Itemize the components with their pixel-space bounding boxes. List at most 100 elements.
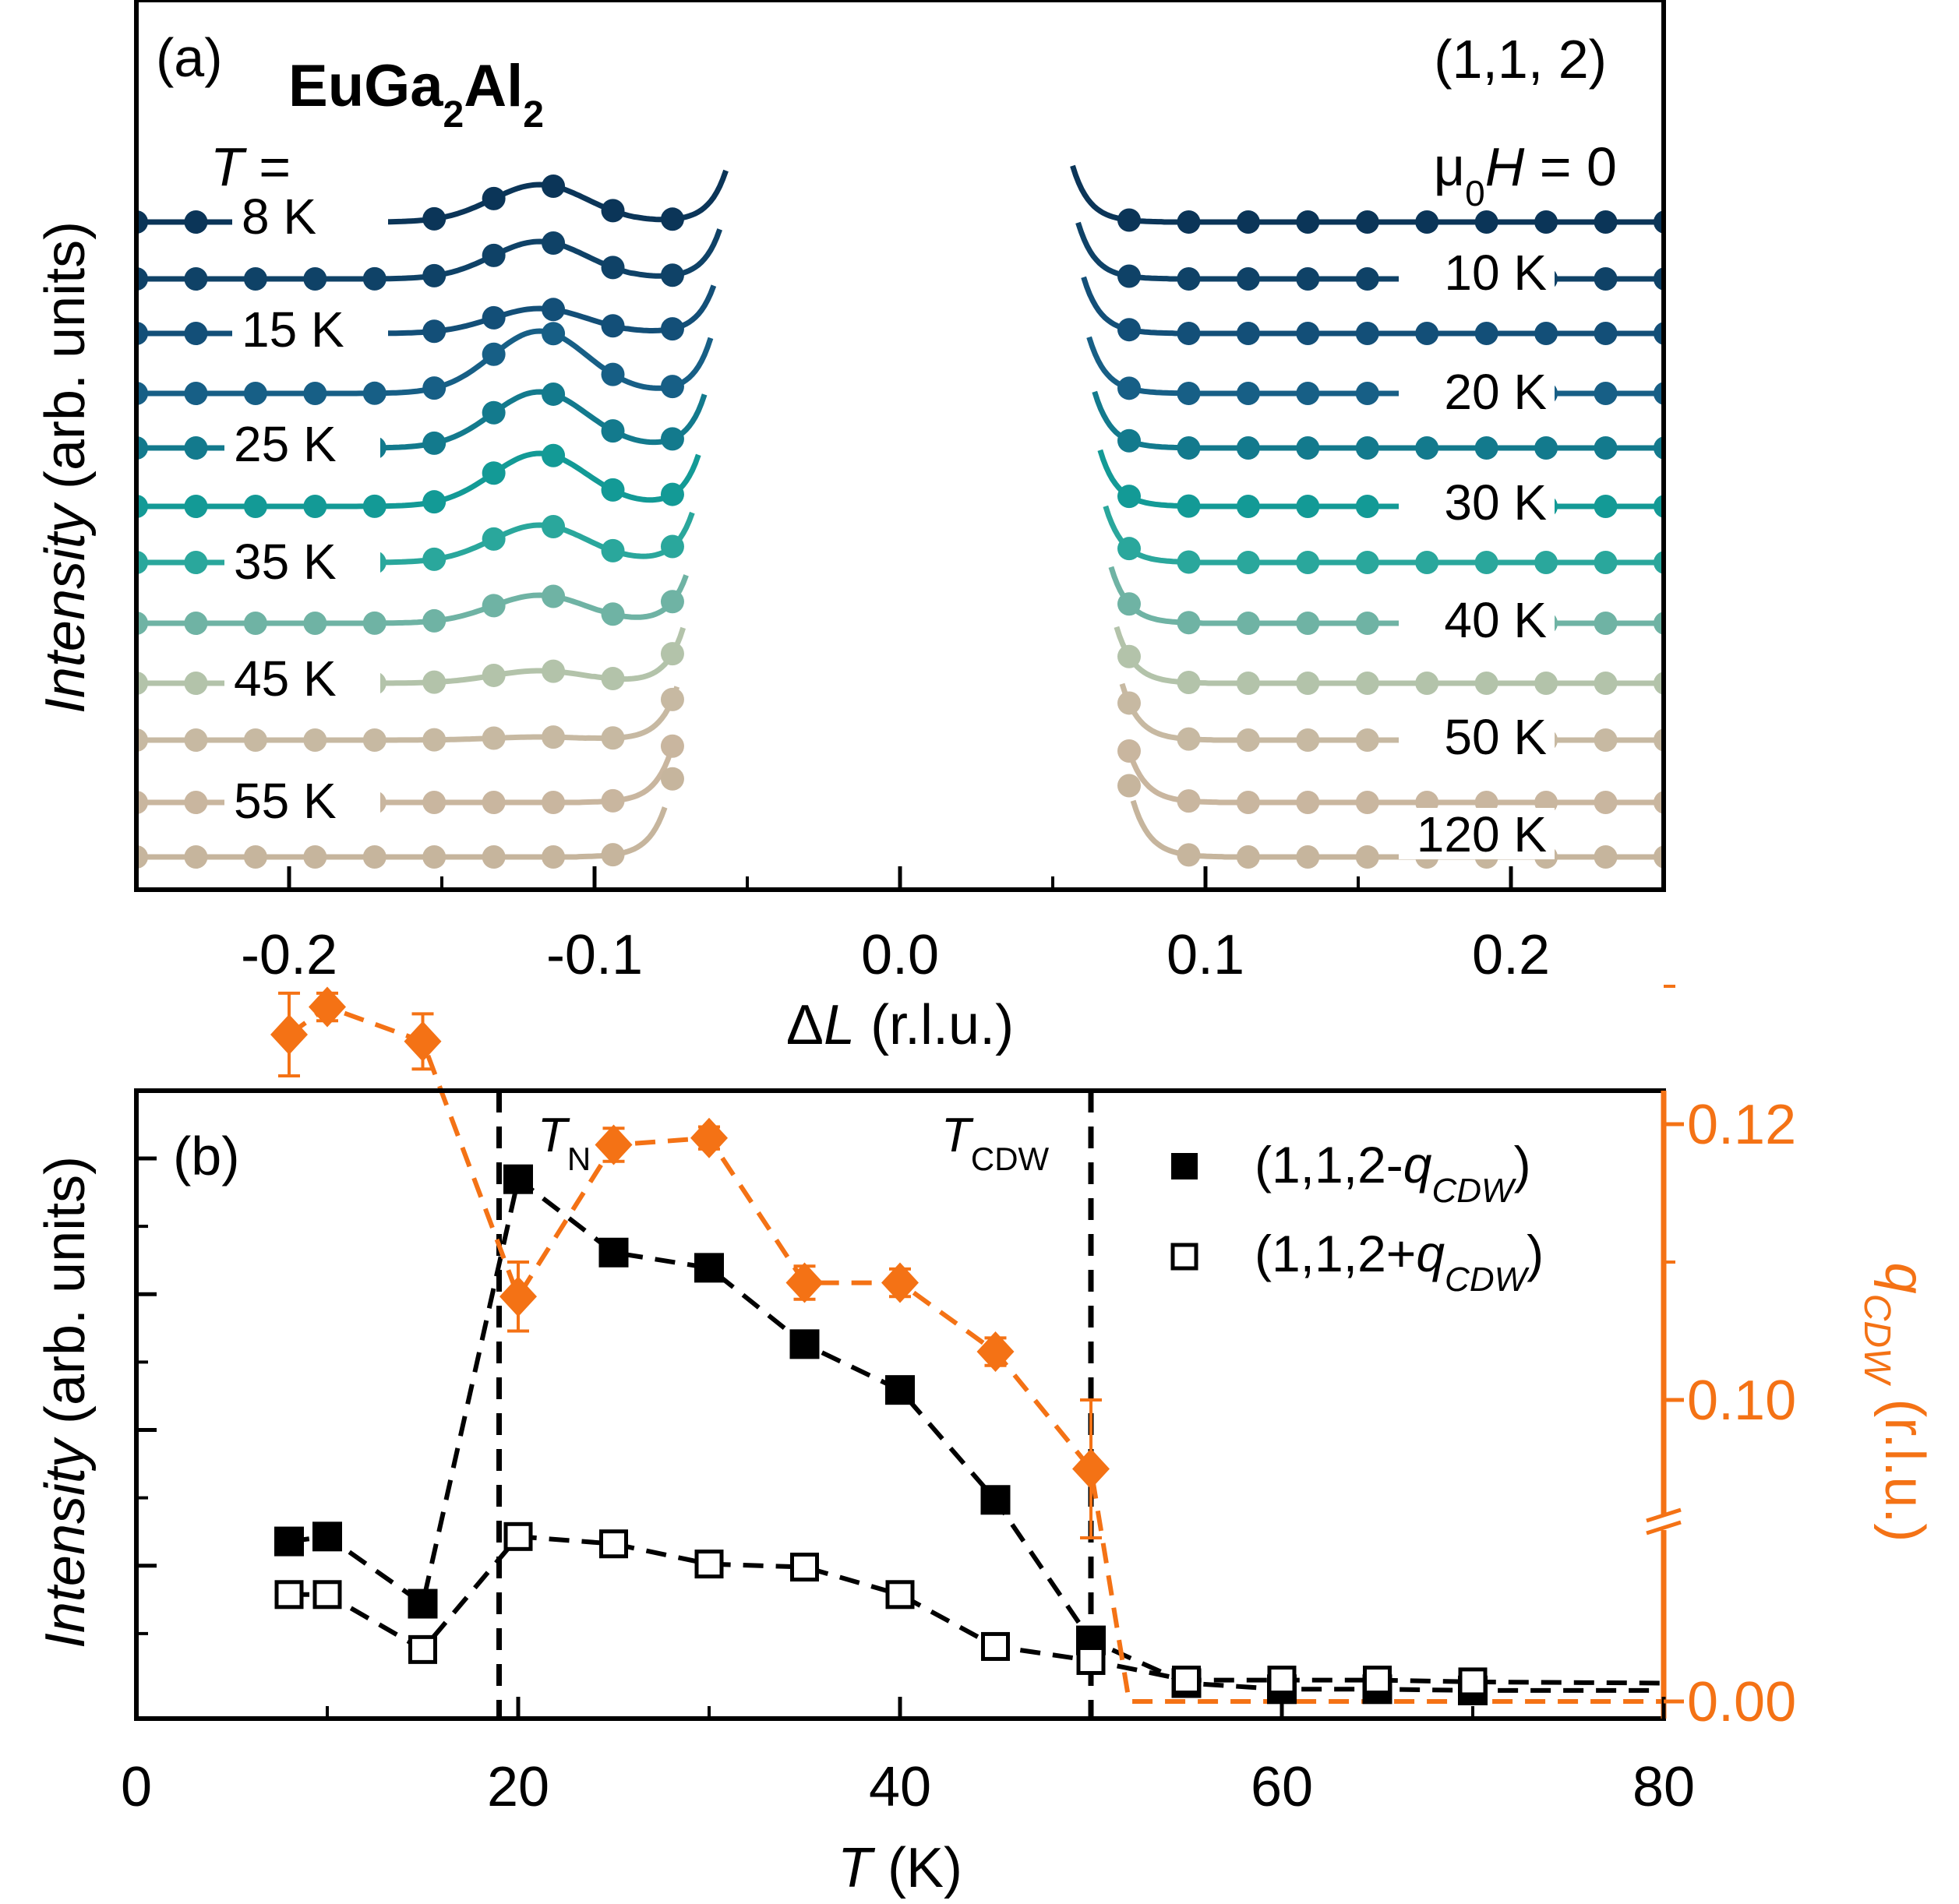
trace-point [1355, 791, 1379, 814]
trace-point [1653, 495, 1664, 518]
trace-point [1177, 436, 1201, 460]
marker-diamond [309, 986, 346, 1028]
trace-point [482, 726, 506, 750]
marker-open-square [790, 1553, 819, 1582]
trace-point [303, 494, 327, 518]
trace-point [243, 495, 267, 518]
trace-point [1653, 845, 1664, 869]
trace-point [1236, 436, 1260, 460]
trace-point [1117, 376, 1141, 400]
x-tick-label: 0.2 [1472, 924, 1550, 986]
marker-diamond [976, 1331, 1015, 1373]
marker-diamond [499, 1276, 537, 1317]
trace-point [1474, 672, 1498, 695]
trace-point [1653, 210, 1664, 234]
trace-point [362, 728, 387, 752]
trace-point [1653, 791, 1664, 814]
trace-point [422, 206, 447, 231]
trace-point [1177, 382, 1201, 405]
trace-right-line [1119, 682, 1663, 743]
temperature-label: 25 K [234, 416, 337, 472]
temperature-label: 15 K [242, 301, 344, 358]
trace-point [1177, 550, 1201, 574]
trace-point [136, 267, 148, 291]
trace-point [1534, 210, 1558, 234]
trace-point [1296, 436, 1320, 460]
trace-point [422, 791, 447, 814]
trace-point [482, 400, 506, 425]
marker-filled-square [598, 1237, 629, 1268]
trace-point [243, 612, 267, 635]
trace-point [136, 495, 148, 518]
temperature-label-bg [224, 652, 380, 703]
temperature-label: 55 K [234, 773, 337, 829]
y2-tick-label: 0.10 [1687, 1370, 1796, 1432]
x-tick-label: -0.2 [241, 924, 337, 986]
trace-point [136, 382, 148, 405]
trace-point [422, 608, 447, 633]
trace-point [1177, 843, 1201, 867]
panel-b-xlabel: T (K) [838, 1837, 962, 1899]
trace-left-line [136, 686, 680, 743]
trace-point [422, 547, 447, 571]
temperature-label-bg [1399, 246, 1555, 298]
temperature-label-bg [1399, 594, 1555, 645]
trace-point [542, 791, 566, 814]
trace-point [601, 602, 625, 626]
trace-point [1594, 551, 1618, 574]
trace-point [1474, 436, 1498, 460]
trace-point [542, 231, 566, 255]
trace-left-line [136, 749, 674, 806]
trace-point [1355, 551, 1379, 574]
temperature-label: 30 K [1444, 474, 1547, 531]
trace-point [542, 174, 566, 198]
panel-a: -0.2 -0.1 0.0 0.1 0.2 (a) EuGa2Al2 T = (1,1,… [34, 0, 1666, 1056]
marker-open-square [981, 1631, 1010, 1661]
trace-point [1177, 210, 1201, 234]
temperature-label: 50 K [1444, 709, 1547, 765]
trace-point [1534, 436, 1558, 460]
trace-right-line [1130, 799, 1662, 860]
trace-point [1117, 264, 1141, 288]
temperature-label-bg [1399, 808, 1555, 859]
marker-open-square [1076, 1645, 1106, 1675]
trace-point [422, 670, 447, 694]
trace-point [660, 317, 684, 341]
reflection-label: (1,1, 2) [1434, 29, 1607, 90]
series-minus-line [288, 1175, 1664, 1693]
trace-point [1177, 727, 1201, 751]
trace-point [303, 728, 327, 752]
trace-point [422, 376, 447, 400]
marker-open-square [274, 1580, 304, 1610]
trace-point [601, 667, 625, 691]
trace-point [1117, 537, 1141, 561]
temperature-label: 45 K [234, 651, 337, 707]
marker-open-square [599, 1529, 628, 1559]
legend-open-square-marker [1170, 1243, 1198, 1271]
trace-point [1534, 322, 1558, 345]
trace-point [1653, 612, 1664, 635]
trace-point [362, 266, 387, 291]
trace-point [1117, 318, 1141, 342]
trace-point [1236, 267, 1260, 291]
trace-point [542, 659, 566, 683]
trace-point [1117, 208, 1141, 232]
trace-left-line [136, 574, 689, 626]
trace-point [1355, 495, 1379, 518]
trace-point [136, 322, 148, 345]
trace-point [1594, 495, 1618, 518]
trace-point [542, 584, 566, 608]
trace-point [1415, 210, 1439, 234]
trace-point [1534, 672, 1558, 695]
marker-diamond [881, 1262, 919, 1303]
trace-point [1415, 672, 1439, 695]
panel-a-ticks: -0.2 -0.1 0.0 0.1 0.2 [135, 866, 1665, 986]
trace-point [184, 845, 208, 869]
trace-point [362, 494, 387, 518]
trace-point [482, 845, 506, 869]
marker-diamond [785, 1262, 824, 1303]
trace-point [243, 382, 267, 405]
trace-point [1236, 845, 1260, 869]
trace-point [1653, 267, 1664, 291]
trace-point [136, 210, 148, 234]
